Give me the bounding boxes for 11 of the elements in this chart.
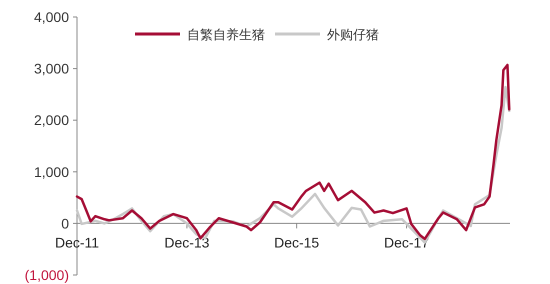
- legend-label: 自繁自养生猪: [187, 27, 265, 42]
- x-tick-label: Dec-15: [274, 234, 320, 250]
- legend-label: 外购仔猪: [327, 27, 379, 42]
- y-tick-label: 1,000: [34, 164, 70, 180]
- x-tick-label: Dec-13: [164, 234, 210, 250]
- y-tick-label: 3,000: [34, 60, 70, 77]
- y-tick-label: 4,000: [34, 9, 70, 25]
- y-tick-label: 2,000: [34, 112, 70, 128]
- x-tick-label: Dec-11: [54, 234, 100, 250]
- y-tick-label: (1,000): [24, 267, 69, 283]
- y-tick-label: 0: [61, 215, 70, 232]
